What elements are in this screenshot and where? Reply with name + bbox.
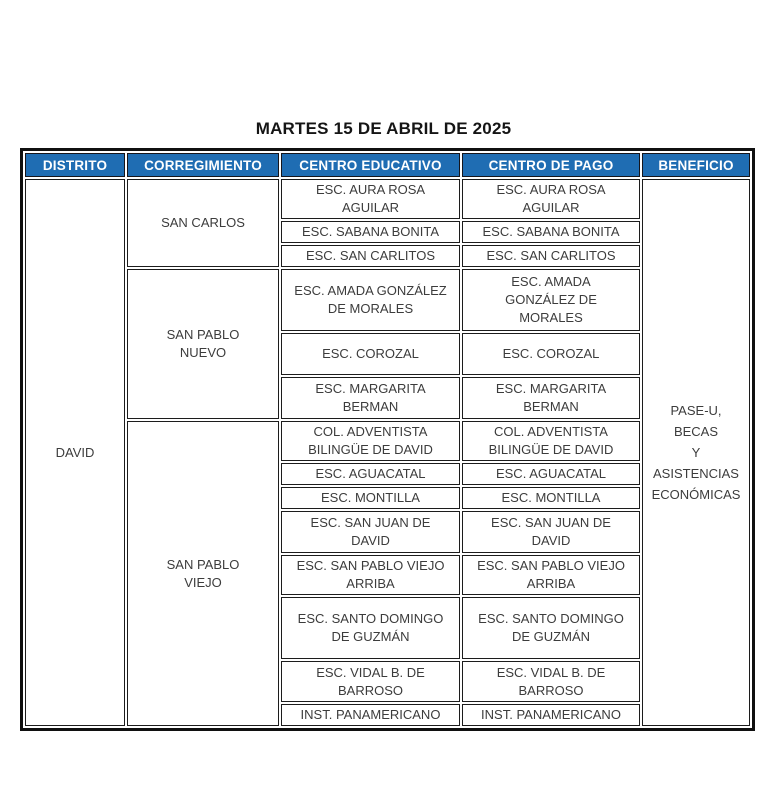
corregimiento-cell-san-pablo-nuevo: SAN PABLO NUEVO bbox=[127, 269, 279, 419]
centro-educativo-cell: ESC. AMADA GONZÁLEZ DE MORALES bbox=[281, 269, 460, 331]
schedule-table: DISTRITO CORREGIMIENTO CENTRO EDUCATIVO … bbox=[20, 148, 755, 731]
centro-de-pago-cell: INST. PANAMERICANO bbox=[462, 704, 640, 726]
centro-educativo-cell: ESC. MARGARITA BERMAN bbox=[281, 377, 460, 419]
col-header-beneficio: BENEFICIO bbox=[642, 153, 750, 177]
centro-educativo-cell: ESC. SAN CARLITOS bbox=[281, 245, 460, 267]
centro-de-pago-cell: ESC. MARGARITA BERMAN bbox=[462, 377, 640, 419]
table-row: ESC. COROZAL ESC. COROZAL bbox=[25, 333, 750, 375]
centro-educativo-cell: ESC. SABANA BONITA bbox=[281, 221, 460, 243]
centro-educativo-cell: ESC. VIDAL B. DE BARROSO bbox=[281, 661, 460, 702]
table-row: ESC. MARGARITA BERMAN ESC. MARGARITA BER… bbox=[25, 377, 750, 419]
centro-educativo-cell: ESC. COROZAL bbox=[281, 333, 460, 375]
centro-de-pago-cell: COL. ADVENTISTA BILINGÜE DE DAVID bbox=[462, 421, 640, 461]
centro-de-pago-cell: ESC. AMADA GONZÁLEZ DE MORALES bbox=[462, 269, 640, 331]
header-row: DISTRITO CORREGIMIENTO CENTRO EDUCATIVO … bbox=[25, 153, 750, 177]
centro-de-pago-cell: ESC. AURA ROSA AGUILAR bbox=[462, 179, 640, 219]
centro-educativo-cell: ESC. SAN JUAN DE DAVID bbox=[281, 511, 460, 553]
centro-de-pago-cell: ESC. SAN CARLITOS bbox=[462, 245, 640, 267]
col-header-centro-de-pago: CENTRO DE PAGO bbox=[462, 153, 640, 177]
table-body: DAVID SAN CARLOS ESC. AURA ROSA AGUILAR … bbox=[25, 179, 750, 726]
corregimiento-cell-san-carlos: SAN CARLOS bbox=[127, 179, 279, 267]
centro-de-pago-cell: ESC. MONTILLA bbox=[462, 487, 640, 509]
table-row: ESC. MONTILLA ESC. MONTILLA bbox=[25, 487, 750, 509]
table-row: INST. PANAMERICANO INST. PANAMERICANO bbox=[25, 704, 750, 726]
centro-de-pago-cell: ESC. SANTO DOMINGO DE GUZMÁN bbox=[462, 597, 640, 659]
centro-de-pago-cell: ESC. SABANA BONITA bbox=[462, 221, 640, 243]
table-row: ESC. SAN CARLITOS ESC. SAN CARLITOS bbox=[25, 245, 750, 267]
table-row: ESC. SABANA BONITA ESC. SABANA BONITA bbox=[25, 221, 750, 243]
col-header-corregimiento: CORREGIMIENTO bbox=[127, 153, 279, 177]
col-header-centro-educativo: CENTRO EDUCATIVO bbox=[281, 153, 460, 177]
table-row: SAN PABLO NUEVO ESC. AMADA GONZÁLEZ DE M… bbox=[25, 269, 750, 419]
col-header-distrito: DISTRITO bbox=[25, 153, 125, 177]
corregimiento-cell-san-pablo-viejo: SAN PABLO VIEJO bbox=[127, 421, 279, 726]
centro-educativo-cell: ESC. MONTILLA bbox=[281, 487, 460, 509]
table-header: DISTRITO CORREGIMIENTO CENTRO EDUCATIVO … bbox=[25, 153, 750, 177]
centro-educativo-cell: ESC. SANTO DOMINGO DE GUZMÁN bbox=[281, 597, 460, 659]
centro-educativo-cell: ESC. AGUACATAL bbox=[281, 463, 460, 485]
centro-de-pago-cell: ESC. SAN JUAN DE DAVID bbox=[462, 511, 640, 553]
centro-de-pago-cell: ESC. AGUACATAL bbox=[462, 463, 640, 485]
centro-educativo-cell: INST. PANAMERICANO bbox=[281, 704, 460, 726]
table-row: ESC. SAN PABLO VIEJO ARRIBA ESC. SAN PAB… bbox=[25, 555, 750, 595]
table-row: SAN PABLO VIEJO COL. ADVENTISTA BILINGÜE… bbox=[25, 421, 750, 726]
centro-de-pago-cell: ESC. VIDAL B. DE BARROSO bbox=[462, 661, 640, 702]
table-row: ESC. AGUACATAL ESC. AGUACATAL bbox=[25, 463, 750, 485]
centro-educativo-cell: ESC. SAN PABLO VIEJO ARRIBA bbox=[281, 555, 460, 595]
centro-de-pago-cell: ESC. SAN PABLO VIEJO ARRIBA bbox=[462, 555, 640, 595]
district-cell: DAVID bbox=[25, 179, 125, 726]
centro-de-pago-cell: ESC. COROZAL bbox=[462, 333, 640, 375]
beneficio-cell: PASE-U, BECAS Y ASISTENCIAS ECONÓMICAS bbox=[642, 179, 750, 726]
table-row: ESC. SANTO DOMINGO DE GUZMÁN ESC. SANTO … bbox=[25, 597, 750, 659]
table-row: ESC. SAN JUAN DE DAVID ESC. SAN JUAN DE … bbox=[25, 511, 750, 553]
centro-educativo-cell: COL. ADVENTISTA BILINGÜE DE DAVID bbox=[281, 421, 460, 461]
centro-educativo-cell: ESC. AURA ROSA AGUILAR bbox=[281, 179, 460, 219]
table-row: ESC. VIDAL B. DE BARROSO ESC. VIDAL B. D… bbox=[25, 661, 750, 702]
table-row: DAVID SAN CARLOS ESC. AURA ROSA AGUILAR … bbox=[25, 179, 750, 726]
page-title: MARTES 15 DE ABRIL DE 2025 bbox=[255, 119, 512, 138]
